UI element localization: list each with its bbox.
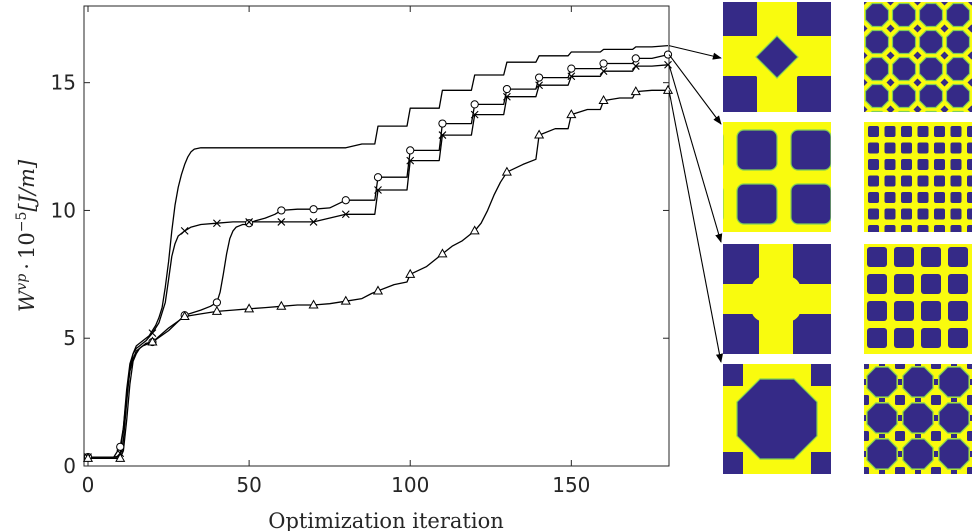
thumbnail-4-left (723, 364, 831, 474)
marker-triangle (630, 86, 641, 96)
annotation-arrow-4 (668, 90, 724, 363)
marker-x (213, 219, 221, 228)
marker-triangle (598, 95, 609, 105)
marker-triangle (405, 268, 416, 278)
thumbnail-1-right (864, 2, 972, 112)
annotation-arrow-1 (668, 45, 722, 60)
marker-x (245, 218, 253, 226)
marker-circle (535, 73, 544, 82)
thumbnail-3-left (723, 244, 831, 354)
x-tick-label: 150 (552, 473, 590, 497)
x-tick-label: 100 (391, 473, 429, 497)
y-tick-label: 10 (51, 198, 76, 222)
thumbnail-3-right (864, 244, 972, 354)
y-tick-label: 5 (63, 326, 76, 350)
marker-circle (373, 173, 383, 182)
marker-circle (502, 84, 511, 94)
marker-circle (212, 298, 221, 307)
marker-x (148, 329, 157, 337)
marker-triangle (469, 225, 480, 235)
marker-x (374, 186, 382, 194)
marker-x (599, 67, 608, 76)
thumbnail-4-right (864, 364, 972, 474)
ticks: 0 50 100 150 0 5 10 15 (51, 6, 669, 497)
marker-circle (309, 205, 318, 214)
marker-x (277, 218, 286, 226)
marker-x (503, 92, 511, 101)
annotation-arrow-2 (668, 54, 722, 125)
y-label-dot: · (15, 263, 39, 270)
y-label-unit: [J/m] (15, 159, 39, 212)
y-label-exponent: −5 (14, 212, 30, 233)
marker-x (438, 131, 447, 139)
marker-x (567, 72, 576, 81)
marker-triangle (276, 300, 287, 310)
annotation-arrow-3 (668, 64, 723, 243)
marker-circle (470, 100, 479, 109)
thumbnail-2-right (864, 122, 972, 232)
marker-layer (82, 50, 674, 462)
y-label-base: 10 (15, 232, 39, 259)
marker-x (406, 156, 415, 165)
marker-triangle (115, 452, 126, 462)
marker-triangle (372, 285, 384, 295)
y-label-symbol: W (15, 288, 39, 312)
y-tick-label: 15 (51, 71, 76, 95)
marker-triangle (501, 166, 512, 176)
marker-triangle (534, 129, 545, 139)
marker-x (664, 60, 672, 69)
series-layer (88, 44, 669, 459)
marker-x (470, 110, 479, 119)
marker-triangle (662, 84, 674, 94)
marker-x (631, 62, 640, 70)
marker-x (180, 227, 189, 235)
y-tick-label: 0 (63, 454, 76, 478)
marker-triangle (566, 109, 577, 119)
marker-circle (567, 64, 576, 73)
marker-x (309, 218, 318, 226)
plot-frame (83, 5, 670, 467)
series-line-triangle (88, 89, 668, 459)
series-line-none (88, 44, 669, 458)
marker-circle (245, 219, 254, 228)
x-tick-label: 50 (236, 473, 261, 497)
y-label-superscript: vp (14, 274, 30, 291)
marker-triangle (179, 310, 190, 320)
thumbnail-1-left (723, 2, 831, 112)
thumbnail-2-left (723, 122, 831, 232)
x-axis-label: Optimization iteration (268, 509, 504, 531)
marker-x (535, 81, 543, 90)
marker-circle (406, 146, 415, 155)
marker-circle (116, 442, 125, 451)
marker-triangle (437, 248, 448, 258)
plot-area: 0 50 100 150 0 5 10 15 (51, 5, 674, 497)
marker-circle (277, 206, 286, 215)
marker-triangle (308, 299, 319, 309)
y-axis-label: Wvp · 10−5[J/m] (14, 159, 39, 312)
annotation-arrows (668, 45, 724, 363)
marker-triangle (147, 336, 158, 346)
marker-circle (599, 59, 608, 68)
marker-circle (438, 119, 447, 128)
marker-triangle (82, 452, 94, 462)
marker-circle (631, 54, 640, 63)
design-thumbnails (723, 2, 972, 474)
marker-x (341, 210, 350, 219)
marker-triangle (340, 295, 351, 305)
series-line-x (88, 64, 669, 458)
marker-triangle (244, 303, 255, 313)
x-tick-label: 0 (82, 473, 95, 497)
marker-triangle (211, 305, 222, 315)
marker-circle (341, 196, 350, 205)
